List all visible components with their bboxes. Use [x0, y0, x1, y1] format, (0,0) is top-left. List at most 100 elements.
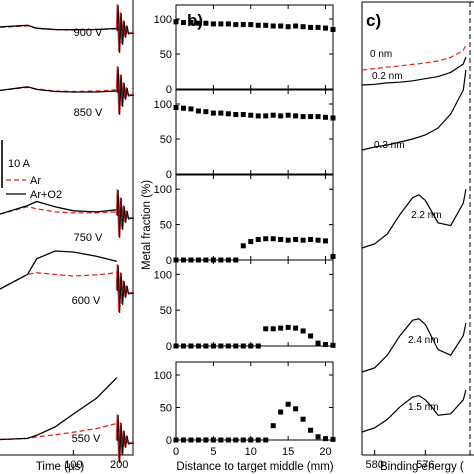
panel-b-subplot-frame-3: [175, 259, 334, 347]
panel-a-trace-3-ArO2: [0, 250, 118, 290]
panel-b-data-point: [240, 243, 246, 249]
panel-b-ytick-label: 50: [160, 403, 172, 415]
panel-a-legend-label-1: Ar+O2: [30, 189, 62, 201]
panel-a-transient-aro2-1: [116, 66, 135, 116]
panel-b-data-point: [218, 110, 224, 116]
panel-b-data-point: [233, 22, 239, 28]
panel-b-data-point: [293, 23, 299, 29]
panel-b-data-point: [315, 434, 321, 440]
panel-b-ytick-label: 100: [154, 184, 172, 196]
panel-b-data-point: [323, 25, 329, 31]
panel-b-data-point: [308, 427, 314, 433]
panel-b-data-point: [173, 343, 179, 349]
panel-b-data-point: [195, 20, 201, 26]
panel-b-data-point: [300, 24, 306, 30]
panel-b-subplot-frame-2: [175, 174, 334, 261]
panel-b-data-point: [240, 22, 246, 28]
panel-b-data-point: [180, 437, 186, 443]
panel-a-trace-2-Ar: [0, 206, 117, 215]
panel-b-data-point: [248, 239, 254, 245]
panel-b-xtick-label: 20: [319, 446, 331, 458]
panel-c-spectrum-2: [361, 69, 467, 151]
panel-a-voltage-label: 550 V: [72, 433, 101, 445]
panel-a-trace-0-ArO2: [0, 24, 117, 31]
panel-b-data-point: [308, 114, 314, 120]
panel-b-data-point: [188, 437, 194, 443]
panel-b-data-point: [293, 406, 299, 412]
panel-b-data-point: [210, 343, 216, 349]
panel-b-data-point: [210, 110, 216, 116]
panel-c-spectrum-label: 0.2 nm: [372, 71, 403, 82]
panel-c-spectrum-label: 2.2 nm: [411, 210, 442, 221]
panel-b-data-point: [315, 24, 321, 30]
panel-b-data-point: [180, 20, 186, 25]
panel-a-trace-1-ArO2: [0, 86, 117, 93]
panel-b-data-point: [330, 27, 336, 32]
panel-c-xtick-label: 580: [365, 459, 383, 471]
panel-b-xtick-label: 0: [173, 446, 179, 458]
panel-b-data-point: [173, 437, 179, 443]
panel-a-voltage-label: 750 V: [74, 232, 103, 244]
panel-c-spectrum-label: 0 nm: [370, 49, 392, 60]
panel-c-spectrum-0: [361, 44, 467, 71]
panel-b-data-point: [300, 328, 306, 334]
panel-b-xtick-label: 5: [210, 446, 216, 458]
panel-b-data-point: [195, 343, 201, 349]
panel-b-data-point: [240, 437, 246, 443]
panel-b-xtick-label: 10: [245, 446, 257, 458]
panel-b-data-point: [233, 112, 239, 117]
panel-a-xtick-label: 200: [110, 459, 128, 471]
panel-b-data-point: [248, 112, 254, 118]
panel-b-data-point: [323, 342, 329, 348]
panel-b-data-point: [315, 237, 321, 243]
panel-b-data-point: [203, 109, 209, 115]
panel-b-data-point: [210, 437, 216, 443]
panel-a-transient-aro2-4: [116, 414, 135, 464]
panel-a-xlabel: Time (µs): [36, 461, 85, 473]
panel-b-ytick-label: 50: [160, 49, 172, 61]
panel-b-data-point: [323, 436, 329, 442]
panel-a-current-traces: 100 200 Time (µs) 900 V 850 V 750 V 600 V 550 V…: [0, 0, 135, 473]
panel-a-trace-2-ArO2: [0, 200, 117, 215]
panel-b-data-point: [225, 437, 231, 443]
panel-b-data-point: [180, 105, 186, 111]
panel-b-data-point: [210, 21, 216, 27]
panel-b-data-point: [263, 326, 269, 332]
panel-b-data-point: [218, 437, 224, 443]
panel-c-spectrum-label: 0.3 nm: [374, 140, 405, 151]
panel-b-ytick-label: 0: [166, 341, 172, 353]
panel-b-data-point: [308, 333, 314, 339]
panel-b-xlabel: Distance to target middle (mm): [176, 461, 333, 473]
panel-b-data-point: [225, 343, 231, 349]
panel-b-ytick-label: 0: [166, 169, 172, 181]
panel-b-data-point: [270, 23, 276, 29]
panel-b-xtick-label: 15: [282, 446, 294, 458]
panel-b-data-point: [278, 236, 284, 242]
panel-a-trace-3-Ar: [0, 272, 117, 290]
panel-c-spectrum-4: [361, 318, 467, 373]
panel-c-spectrum-label: 1.5 nm: [408, 402, 439, 413]
panel-b-data-point: [255, 22, 261, 28]
panel-b-data-point: [218, 343, 224, 349]
panel-b-data-point: [255, 113, 261, 119]
panel-b-data-point: [315, 340, 321, 346]
panel-b-data-point: [278, 325, 284, 331]
panel-b-data-point: [195, 437, 201, 443]
panel-b-data-point: [300, 416, 306, 422]
panel-b-ytick-label: 100: [154, 99, 172, 111]
panel-b-data-point: [308, 236, 314, 242]
panel-b-data-point: [225, 111, 231, 117]
panel-b-data-point: [270, 423, 276, 429]
panel-b-data-point: [240, 343, 246, 349]
panel-b-data-point: [240, 112, 246, 117]
panel-b-data-point: [233, 437, 239, 443]
panel-b-data-point: [278, 23, 284, 29]
panel-b-data-point: [270, 326, 276, 332]
panel-b-data-point: [330, 342, 336, 348]
panel-b-data-point: [308, 24, 314, 30]
panel-b-data-point: [188, 343, 194, 349]
panel-c-spectrum-3: [361, 189, 467, 249]
panel-b-data-point: [270, 236, 276, 242]
panel-b-data-point: [300, 114, 306, 120]
panel-b-data-point: [248, 437, 254, 443]
